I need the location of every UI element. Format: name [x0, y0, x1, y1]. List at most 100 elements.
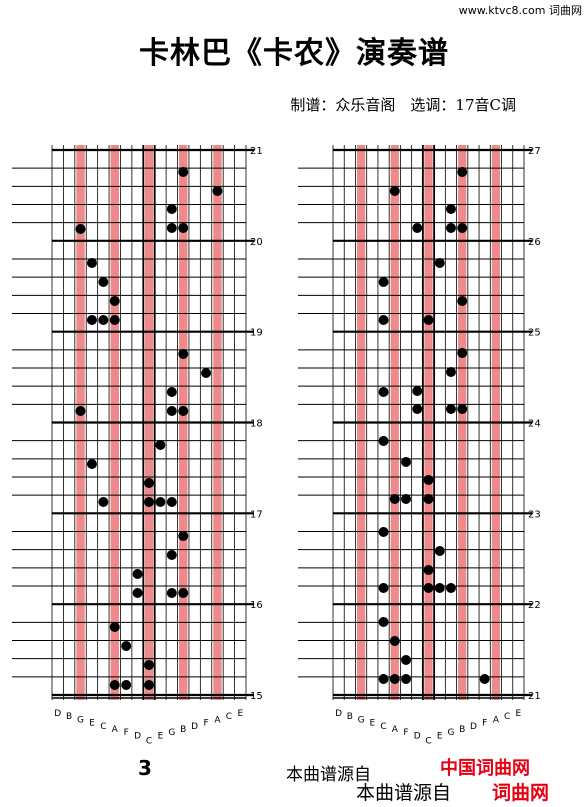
tine-label: E: [89, 719, 95, 729]
tine-label: C: [504, 712, 510, 722]
note-dot: [378, 436, 389, 446]
note-dot: [75, 224, 86, 234]
note-dot: [378, 527, 389, 537]
note-dot: [166, 550, 177, 560]
note-dot: [132, 588, 143, 598]
note-dot: [389, 636, 400, 646]
tine-label: F: [124, 728, 129, 738]
measure-number: 21: [250, 146, 263, 157]
note-dot: [412, 386, 423, 396]
note-dot: [457, 167, 468, 177]
note-dot: [109, 680, 120, 690]
note-dot: [479, 674, 490, 684]
note-dot: [412, 223, 423, 233]
note-dot: [378, 277, 389, 287]
note-dot: [389, 494, 400, 504]
note-dot: [457, 296, 468, 306]
measure-number: 24: [528, 419, 541, 430]
note-dot: [86, 459, 97, 469]
note-dot: [121, 680, 132, 690]
note-dot: [401, 674, 412, 684]
note-dot: [166, 588, 177, 598]
note-dot: [75, 406, 86, 416]
tine-label: G: [168, 728, 175, 738]
tine-label: E: [158, 731, 164, 741]
note-dot: [132, 569, 143, 579]
source-note-bottom: 本曲谱源自: [356, 782, 452, 804]
tine-label: D: [335, 709, 342, 719]
note-dot: [423, 475, 434, 485]
note-dot: [401, 457, 412, 467]
tine-label: G: [77, 715, 84, 725]
tine-label: F: [203, 719, 208, 729]
note-dot: [144, 660, 154, 670]
tine-label: F: [482, 719, 487, 729]
note-dot: [144, 497, 154, 507]
tine-label: C: [380, 722, 386, 732]
note-dot: [445, 367, 456, 377]
note-dot: [201, 368, 212, 378]
note-dot: [434, 583, 445, 593]
tine-label: E: [516, 709, 522, 719]
note-dot: [144, 478, 154, 488]
note-dot: [401, 494, 412, 504]
tine-label: G: [447, 728, 454, 738]
tine-label: F: [403, 728, 408, 738]
note-dot: [389, 674, 400, 684]
tine-label: A: [493, 715, 500, 725]
note-dot: [121, 641, 132, 651]
tine-label: B: [180, 725, 186, 735]
note-dot: [434, 258, 445, 268]
tine-label: A: [214, 715, 221, 725]
measure-number: 17: [250, 509, 263, 520]
note-dot: [178, 406, 189, 416]
tine-label: C: [226, 712, 232, 722]
page-title: 卡林巴《卡农》演奏谱: [139, 36, 449, 71]
note-dot: [155, 497, 166, 507]
tine-label: A: [112, 725, 119, 735]
note-dot: [445, 404, 456, 414]
measure-number: 26: [528, 237, 541, 248]
measure-number: 25: [528, 328, 541, 339]
note-dot: [166, 204, 177, 214]
measure-number: 18: [250, 419, 263, 430]
note-dot: [212, 186, 223, 196]
tine-label: A: [392, 725, 399, 735]
note-dot: [98, 277, 109, 287]
source-site: 中国词曲网: [440, 758, 530, 779]
note-dot: [389, 186, 400, 196]
note-dot: [445, 204, 456, 214]
note-dot: [166, 223, 177, 233]
note-dot: [378, 583, 389, 593]
note-dot: [109, 315, 120, 325]
tine-label: E: [437, 731, 443, 741]
note-dot: [457, 404, 468, 414]
note-dot: [109, 622, 120, 632]
note-dot: [86, 258, 97, 268]
site-watermark: www.ktvc8.com 词曲网: [458, 4, 582, 17]
measure-number: 21: [528, 691, 541, 702]
note-dot: [434, 546, 445, 556]
note-dot: [155, 440, 166, 450]
measure-number: 27: [528, 146, 541, 157]
tine-label: D: [134, 731, 141, 741]
measure-number: 19: [250, 328, 263, 339]
note-dot: [457, 223, 468, 233]
note-dot: [378, 674, 389, 684]
tine-label: B: [347, 712, 353, 722]
measure-number: 23: [528, 509, 541, 520]
measure-number: 15: [250, 691, 263, 702]
tine-label: E: [369, 719, 375, 729]
note-dot: [178, 167, 189, 177]
measure-number: 22: [528, 600, 541, 611]
note-dot: [166, 406, 177, 416]
note-dot: [178, 223, 189, 233]
note-dot: [423, 583, 434, 593]
source-note: 本曲谱源自: [286, 765, 371, 785]
tine-label: C: [146, 737, 152, 747]
measure-number: 16: [250, 600, 263, 611]
note-dot: [423, 315, 434, 325]
tine-label: C: [425, 737, 431, 747]
